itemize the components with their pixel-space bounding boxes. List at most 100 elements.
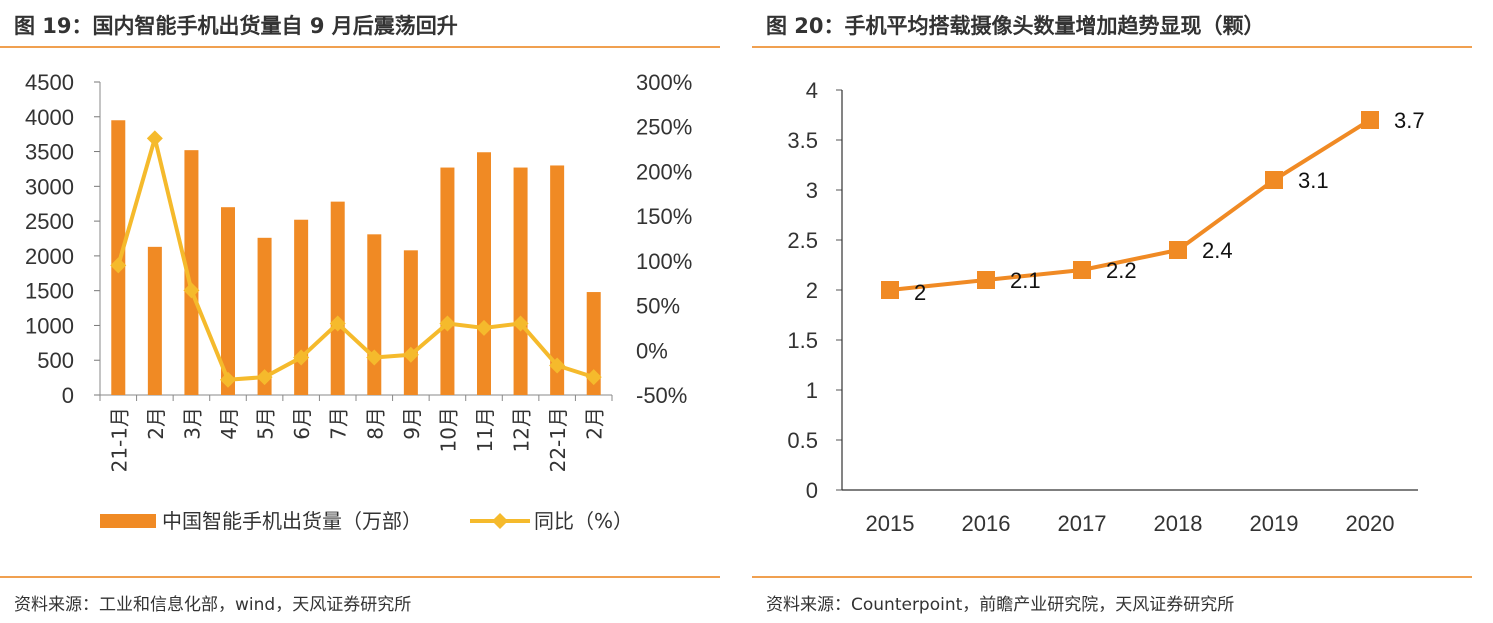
y2-tick-label: 300%: [636, 70, 692, 95]
yoy-marker: [329, 315, 346, 332]
camera-count-marker: [1361, 111, 1379, 129]
y2-tick-label: 0%: [636, 338, 668, 363]
x-tick-label: 6月: [290, 407, 314, 440]
legend-bar-label: 中国智能手机出货量（万部）: [162, 509, 422, 533]
y-tick-label: 4500: [25, 70, 74, 95]
yoy-marker: [549, 357, 566, 374]
figure-20-source: 资料来源：Counterpoint，前瞻产业研究院，天风证券研究所: [766, 595, 1235, 615]
shipment-combo-chart: 0 500 1000 1500 2000 2500 3000 3500 4000 4500 -50%…: [25, 70, 692, 533]
shipment-bar: [367, 234, 382, 395]
figure-20-title: 图 20：手机平均搭载摄像头数量增加趋势显现（颗）: [766, 14, 1265, 38]
x-tick-label: 2月: [144, 407, 168, 440]
y-tick-label: 0: [62, 383, 74, 408]
camera-count-marker: [1169, 241, 1187, 259]
x-tick-label: 2018: [1154, 511, 1203, 536]
data-label: 2.2: [1106, 258, 1137, 283]
x-tick-label: 7月: [327, 407, 351, 440]
yoy-marker: [439, 315, 456, 332]
y-tick-label: 4000: [25, 105, 74, 130]
shipment-bar: [550, 165, 565, 395]
shipment-bar: [403, 250, 418, 395]
left-figure-panel: 图 19：国内智能手机出货量自 9 月后震荡回升 0 500 1000 1500 200…: [0, 0, 720, 623]
y-tick-label: 4: [806, 78, 818, 103]
y-tick-label: 500: [37, 348, 74, 373]
yoy-marker: [146, 130, 163, 147]
data-label: 2: [914, 280, 926, 305]
x-tick-label: 2020: [1346, 511, 1395, 536]
y-tick-label: 0.5: [787, 428, 818, 453]
title-divider: [752, 46, 1472, 48]
y2-tick-label: 200%: [636, 159, 692, 184]
y-tick-label: 3000: [25, 174, 74, 199]
yoy-marker: [256, 369, 273, 386]
yoy-marker: [402, 346, 419, 363]
data-label: 2.1: [1010, 268, 1041, 293]
yoy-marker: [366, 349, 383, 366]
camera-count-line-chart: 0 0.5 1 1.5 2 2.5 3 3.5 4 2015 2016 2017 2018 2019 202…: [787, 78, 1425, 536]
shipment-bar: [440, 167, 455, 395]
title-divider: [0, 46, 720, 48]
legend-bar-swatch: [100, 514, 156, 528]
yoy-marker: [476, 319, 492, 336]
x-tick-label: 22-1月: [546, 407, 570, 472]
shipment-bar: [184, 150, 199, 395]
shipment-bar: [147, 246, 162, 395]
y2-tick-label: 250%: [636, 115, 692, 140]
data-label: 3.1: [1298, 168, 1329, 193]
x-tick-label: 8月: [363, 407, 387, 440]
yoy-marker: [585, 369, 602, 386]
x-tick-label: 21-1月: [107, 407, 131, 472]
yoy-marker: [183, 282, 200, 299]
right-figure-panel: 图 20：手机平均搭载摄像头数量增加趋势显现（颗） 0 0.5 1 1.5 2 2.5 3 3…: [752, 0, 1472, 623]
y-tick-label: 3: [806, 178, 818, 203]
shipment-bar: [221, 207, 235, 395]
y-tick-label: 1: [806, 378, 818, 403]
figure-19-source: 资料来源：工业和信息化部，wind，天风证券研究所: [14, 595, 412, 615]
x-tick-label: 11月: [473, 407, 497, 452]
data-label: 2.4: [1202, 238, 1233, 263]
y-tick-label: 1500: [25, 279, 74, 304]
legend-line-marker: [492, 513, 508, 529]
yoy-marker: [293, 349, 310, 366]
shipment-bar: [586, 292, 601, 395]
camera-count-marker: [1073, 261, 1091, 279]
shipment-bar: [477, 152, 491, 395]
y-tick-label: 2.5: [787, 228, 818, 253]
camera-count-line: [889, 118, 1372, 292]
legend-line-label: 同比（%）: [534, 509, 633, 533]
x-tick-label: 2015: [866, 511, 915, 536]
yoy-marker: [110, 257, 127, 274]
y-tick-label: 3500: [25, 140, 74, 165]
x-tick-label: 2019: [1250, 511, 1299, 536]
y-tick-label: 0: [806, 478, 818, 503]
x-tick-label: 5月: [254, 407, 278, 440]
y2-tick-label: 150%: [636, 204, 692, 229]
source-divider: [0, 576, 720, 578]
yoy-marker: [512, 315, 529, 332]
y-tick-label: 3.5: [787, 128, 818, 153]
y2-tick-label: 100%: [636, 249, 692, 274]
shipment-bar: [330, 201, 345, 395]
camera-count-marker: [881, 281, 899, 299]
y2-tick-label: -50%: [636, 383, 687, 408]
x-tick-label: 2月: [583, 407, 607, 440]
y2-tick-label: 50%: [636, 294, 680, 319]
x-tick-label: 4月: [217, 407, 241, 440]
x-tick-label: 2017: [1058, 511, 1107, 536]
y-tick-label: 2000: [25, 244, 74, 269]
figure-19-title: 图 19：国内智能手机出货量自 9 月后震荡回升: [14, 14, 458, 38]
yoy-marker: [220, 371, 236, 388]
shipment-bar: [513, 167, 528, 395]
y-tick-label: 1000: [25, 313, 74, 338]
x-tick-label: 10月: [436, 407, 460, 452]
data-label: 3.7: [1394, 108, 1425, 133]
y-tick-label: 2500: [25, 209, 74, 234]
y-tick-label: 2: [806, 278, 818, 303]
x-tick-label: 3月: [180, 407, 204, 440]
camera-count-marker: [977, 271, 995, 289]
camera-count-marker: [1265, 171, 1283, 189]
x-tick-label: 12月: [510, 407, 534, 452]
x-tick-label: 9月: [400, 407, 424, 440]
x-tick-label: 2016: [962, 511, 1011, 536]
y-tick-label: 1.5: [787, 328, 818, 353]
